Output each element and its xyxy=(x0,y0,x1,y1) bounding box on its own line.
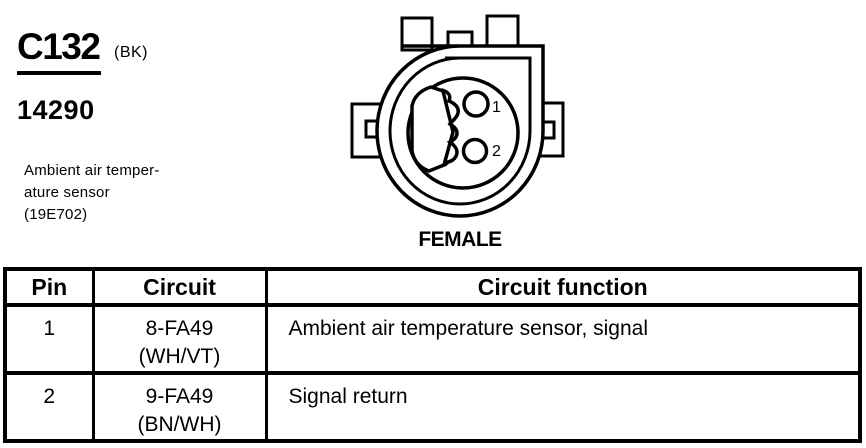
connector-face-diagram: 1 2 xyxy=(350,14,565,218)
table-row: 2 9-FA49 (BN/WH) Signal return xyxy=(3,371,862,443)
description-line: ature sensor xyxy=(24,184,110,201)
column-header-circuit-function: Circuit function xyxy=(264,267,862,307)
pin-1-label: 1 xyxy=(492,99,501,116)
connector-color-code: (BK) xyxy=(114,44,148,61)
circuit-function-cell: Ambient air temperature sensor, signal xyxy=(264,303,862,375)
pin-1-cavity xyxy=(462,90,490,118)
connector-gender-label: FEMALE xyxy=(418,228,502,251)
circuit-cell: 8-FA49 (WH/VT) xyxy=(91,303,268,375)
pinout-table: Pin Circuit Circuit function 1 8-FA49 (W… xyxy=(3,267,862,443)
keyway-spine xyxy=(440,88,460,167)
top-right-tab xyxy=(485,14,520,50)
keyway-wedge xyxy=(410,85,455,173)
column-header-circuit: Circuit xyxy=(91,267,268,307)
pin-number-cell: 1 xyxy=(3,303,95,375)
wire-color: (WH/VT) xyxy=(138,345,221,368)
connector-description: Ambient air temper- ature sensor (19E702… xyxy=(24,160,160,226)
table-header-row: Pin Circuit Circuit function xyxy=(3,267,862,307)
pin-number-cell: 2 xyxy=(3,371,95,443)
wire-color: (BN/WH) xyxy=(137,413,222,436)
connector-body-inner-line xyxy=(388,56,532,206)
pin-2-cavity xyxy=(461,137,489,165)
description-line: (19E702) xyxy=(24,206,88,223)
circuit-code: 8-FA49 xyxy=(145,317,214,340)
circuit-code: 9-FA49 xyxy=(145,385,214,408)
circuit-cell: 9-FA49 (BN/WH) xyxy=(91,371,268,443)
column-header-pin: Pin xyxy=(3,267,95,307)
circuit-function-cell: Signal return xyxy=(264,371,862,443)
table-row: 1 8-FA49 (WH/VT) Ambient air temperature… xyxy=(3,303,862,375)
connector-id: C132 xyxy=(17,28,102,75)
pin-2-label: 2 xyxy=(492,143,501,160)
part-number: 14290 xyxy=(17,95,95,125)
description-line: Ambient air temper- xyxy=(24,162,160,179)
